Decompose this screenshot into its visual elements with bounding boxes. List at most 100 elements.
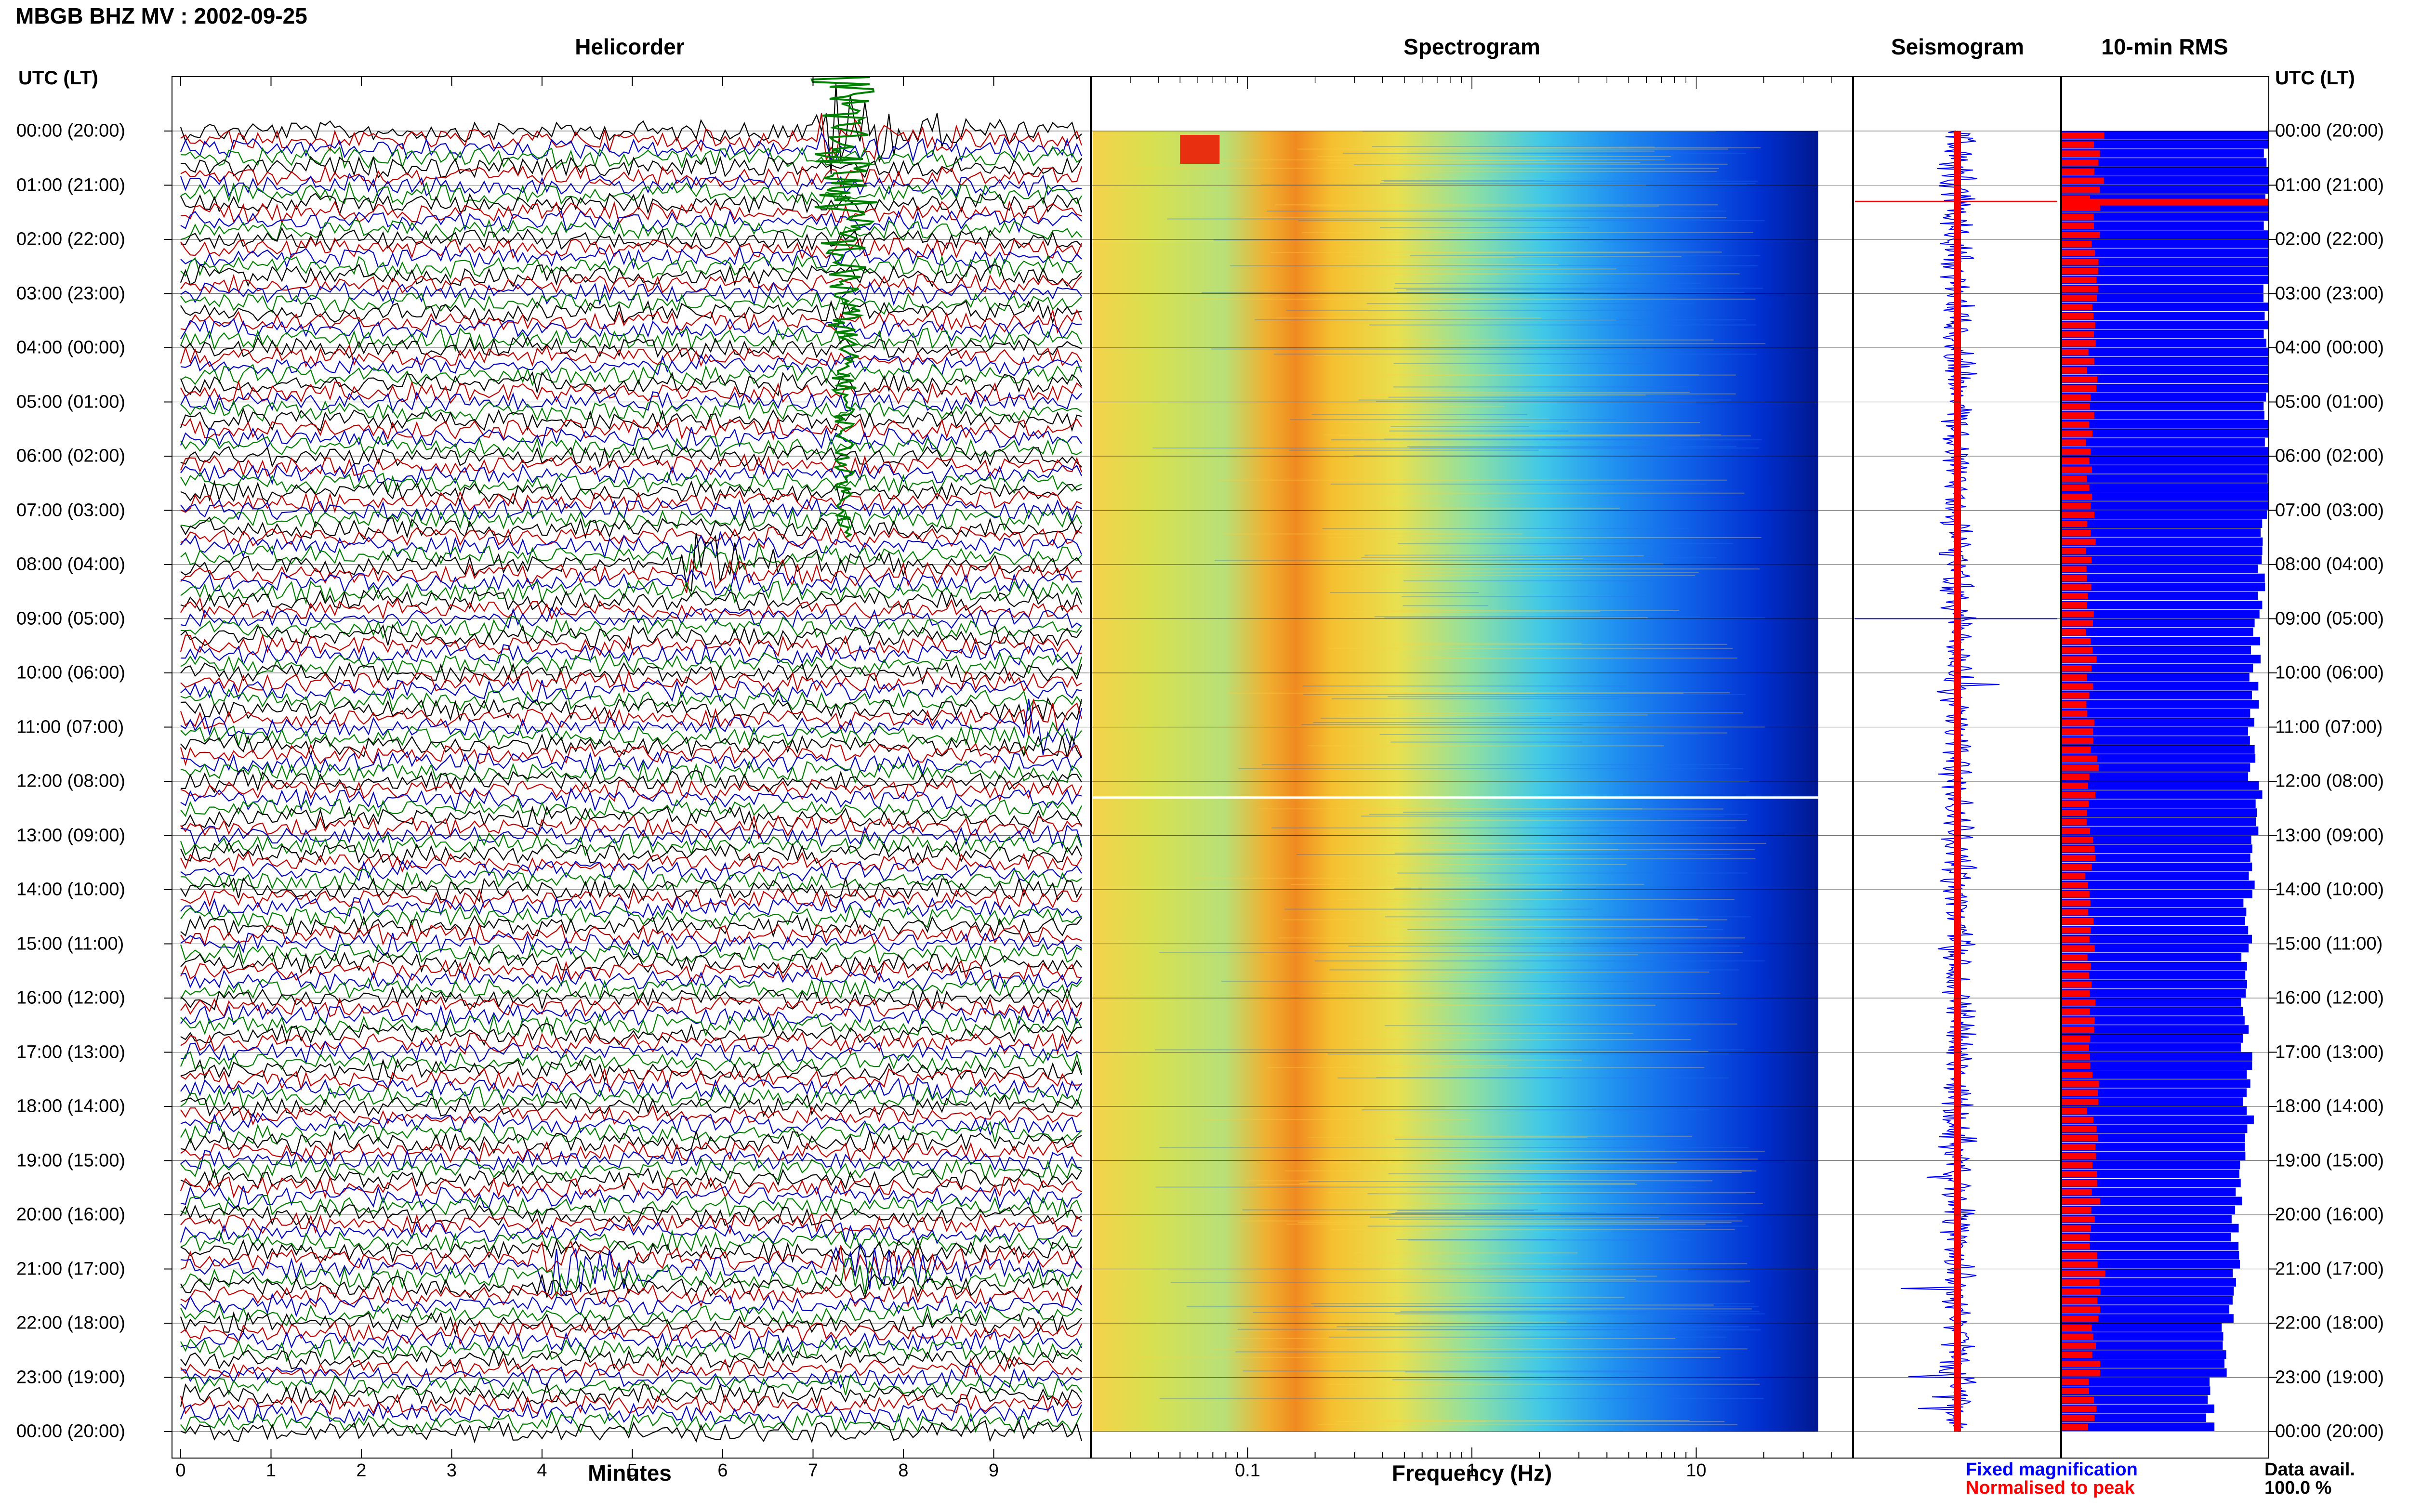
rms-bar-fixed-15 — [2062, 266, 2268, 275]
rms-bar-fixed-32 — [2062, 420, 2268, 429]
helicorder-trace-74 — [180, 787, 1082, 812]
rms-bar-norm-126 — [2062, 1270, 2105, 1277]
rms-bar-norm-131 — [2062, 1315, 2099, 1322]
rms-bar-fixed-36 — [2062, 456, 2268, 465]
rms-bar-fixed-44 — [2062, 528, 2261, 537]
rms-bar-norm-81 — [2062, 864, 2092, 870]
helicorder-trace-36 — [180, 446, 1082, 469]
time-label-left-21: 21:00 (17:00) — [16, 1259, 126, 1279]
rms-bar-fixed-131 — [2062, 1314, 2234, 1323]
helicorder-trace-14 — [180, 245, 1082, 270]
rms-bar-norm-94 — [2062, 981, 2092, 988]
rms-bar-fixed-123 — [2062, 1242, 2239, 1250]
rms-bar-fixed-56 — [2062, 637, 2261, 645]
rms-bar-norm-91 — [2062, 954, 2088, 961]
heli-xtick-label-5: 5 — [627, 1460, 638, 1481]
rms-bar-norm-88 — [2062, 927, 2091, 933]
helicorder-trace-4 — [180, 156, 1082, 179]
helicorder-trace-10 — [180, 210, 1082, 234]
time-label-right-24: 00:00 (20:00) — [2275, 1421, 2384, 1442]
rms-bar-fixed-21 — [2062, 320, 2268, 329]
rms-bar-fixed-113 — [2062, 1151, 2246, 1160]
rms-bar-norm-74 — [2062, 801, 2089, 807]
time-label-right-8: 08:00 (04:00) — [2275, 554, 2384, 575]
rms-bar-norm-36 — [2062, 457, 2090, 464]
rms-bar-norm-32 — [2062, 421, 2090, 428]
helicorder-trace-106 — [180, 1077, 1082, 1102]
legend-normalised-to-peak: Normalised to peak — [1966, 1478, 2135, 1498]
rms-bar-norm-45 — [2062, 539, 2096, 545]
data-avail-label: Data avail. — [2264, 1459, 2355, 1480]
time-label-right-11: 11:00 (07:00) — [2275, 717, 2383, 737]
rms-bar-fixed-6 — [2062, 185, 2268, 194]
helicorder-trace-101 — [180, 1031, 1082, 1055]
helicorder-x-title: Minutes — [588, 1460, 672, 1486]
spec-xtick-label-0: 0.1 — [1235, 1460, 1260, 1481]
time-label-left-18: 18:00 (14:00) — [16, 1096, 126, 1117]
helicorder-trace-93 — [180, 959, 1082, 983]
helicorder-trace-28 — [180, 371, 1082, 396]
rms-bar-norm-68 — [2062, 746, 2091, 753]
rms-bar-norm-119 — [2062, 1207, 2091, 1214]
rms-bar-norm-77 — [2062, 828, 2091, 834]
helicorder-trace-110 — [180, 1113, 1082, 1136]
time-label-right-18: 18:00 (14:00) — [2275, 1096, 2384, 1117]
rms-bar-norm-38 — [2062, 475, 2087, 482]
seismogram-panel — [1853, 76, 2061, 1459]
rms-bar-fixed-119 — [2062, 1206, 2236, 1214]
helicorder-trace-59 — [180, 651, 1083, 676]
rms-bar-fixed-107 — [2062, 1097, 2243, 1106]
rms-bar-norm-29 — [2062, 394, 2091, 401]
time-label-left-22: 22:00 (18:00) — [16, 1313, 126, 1333]
spec-xtick-label-2: 10 — [1686, 1460, 1707, 1481]
time-label-left-19: 19:00 (15:00) — [16, 1150, 126, 1170]
rms-bar-fixed-72 — [2062, 781, 2259, 790]
time-label-left-10: 10:00 (06:00) — [16, 662, 126, 683]
helicorder-trace-128 — [180, 1274, 1082, 1300]
rms-bar-norm-114 — [2062, 1162, 2093, 1169]
rms-bar-fixed-45 — [2062, 537, 2263, 546]
helicorder-trace-2 — [180, 131, 1083, 163]
rms-bar-norm-49 — [2062, 575, 2087, 581]
helicorder-trace-33 — [180, 417, 1082, 441]
utc-header-right: UTC (LT) — [2275, 67, 2355, 89]
rms-bar-fixed-67 — [2062, 736, 2250, 745]
rms-bar-fixed-23 — [2062, 339, 2266, 347]
helicorder-trace-22 — [180, 317, 1082, 342]
rms-bar-norm-72 — [2062, 782, 2088, 789]
helicorder-trace-21 — [180, 308, 1082, 334]
helicorder-panel — [172, 76, 1091, 1459]
rms-bar-norm-2 — [2062, 150, 2100, 157]
rms-bar-norm-130 — [2062, 1306, 2100, 1313]
rms-bar-fixed-3 — [2062, 158, 2267, 167]
helicorder-trace-112 — [180, 1129, 1082, 1155]
helicorder-trace-97 — [180, 996, 1083, 1019]
time-label-right-15: 15:00 (11:00) — [2275, 933, 2383, 954]
rms-panel — [2061, 76, 2269, 1459]
spectrogram-lowfreq-patch — [1180, 135, 1220, 164]
rms-bar-norm-64 — [2062, 710, 2088, 717]
rms-bar-fixed-90 — [2062, 944, 2249, 953]
spec-xtick-label-1: 1 — [1467, 1460, 1477, 1481]
rms-bar-norm-93 — [2062, 972, 2090, 979]
rms-bar-norm-103 — [2062, 1063, 2091, 1069]
helicorder-trace-88 — [180, 914, 1082, 938]
helicorder-trace-87 — [180, 904, 1082, 928]
rms-bar-fixed-14 — [2062, 257, 2268, 266]
rms-bar-fixed-138 — [2062, 1377, 2210, 1386]
time-label-right-10: 10:00 (06:00) — [2275, 662, 2384, 683]
rms-bar-fixed-79 — [2062, 844, 2252, 853]
rms-bar-fixed-135 — [2062, 1350, 2226, 1359]
time-label-right-6: 06:00 (02:00) — [2275, 446, 2384, 466]
rms-bar-norm-100 — [2062, 1035, 2091, 1042]
rms-bar-fixed-114 — [2062, 1160, 2240, 1170]
rms-bar-fixed-136 — [2062, 1359, 2224, 1368]
helicorder-trace-47 — [180, 541, 1082, 575]
helicorder-trace-71 — [180, 760, 1082, 784]
heli-xtick-label-0: 0 — [175, 1460, 186, 1481]
rms-bar-norm-6 — [2062, 186, 2100, 193]
rms-bar-fixed-141 — [2062, 1404, 2215, 1413]
rms-bar-norm-10 — [2062, 223, 2094, 229]
rms-bar-fixed-75 — [2062, 808, 2257, 817]
helicorder-trace-43 — [180, 507, 1082, 531]
